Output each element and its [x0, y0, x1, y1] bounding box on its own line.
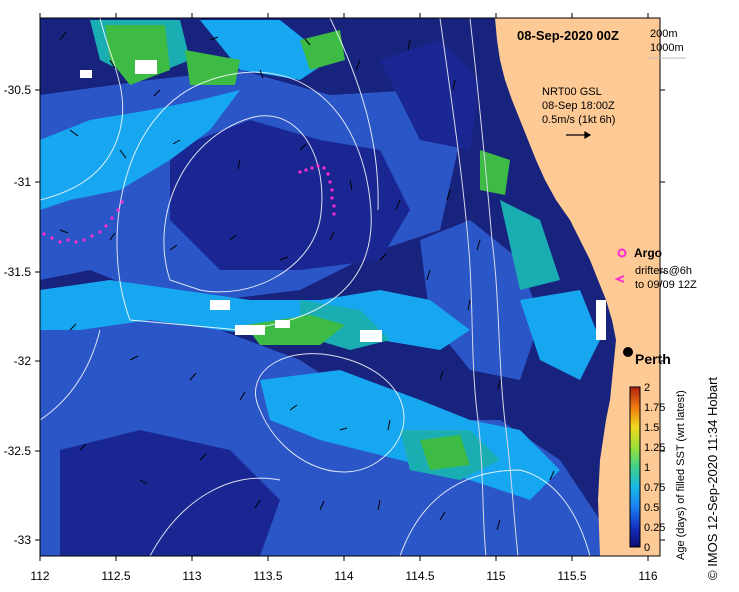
current-scale-arrow: [566, 130, 592, 140]
colorbar-tick-label: 1.75: [644, 402, 665, 414]
colorbar-tick-label: 1: [644, 462, 650, 474]
lat-tick-label: -30.5: [4, 83, 32, 97]
sst-deep-blue-cores: [60, 40, 480, 556]
date-title: 08-Sep-2020 00Z: [517, 28, 619, 43]
australia-land: [495, 18, 660, 556]
lat-tick-label: -31: [14, 175, 32, 189]
lon-tick-label: 115: [486, 569, 505, 583]
colorbar-tick-label: 1.5: [644, 422, 659, 434]
lon-tick-label: 113: [182, 569, 201, 583]
depth-legend-1000m: 1000m: [650, 42, 684, 54]
lon-tick-label: 115.5: [557, 569, 586, 583]
colorbar: [629, 386, 641, 548]
drifters-label: to 09/09 12Z: [635, 279, 697, 291]
colorbar-tick-label: 0: [644, 542, 650, 554]
perth-city-marker: [623, 347, 633, 357]
depth-legend-200m: 200m: [650, 28, 678, 40]
lon-tick-label: 116: [638, 569, 657, 583]
lon-tick-label: 112: [30, 569, 49, 583]
ssh-contours: [40, 18, 591, 556]
current-vectors: [59, 31, 555, 531]
drifters-label: drifters@6h: [635, 265, 692, 277]
argo-marker-icon: [617, 248, 627, 258]
colorbar-tick-label: 0.5: [644, 502, 659, 514]
colorbar-tick-label: 2: [644, 382, 650, 394]
credit-text: © IMOS 12-Sep-2020 11:34 Hobart: [705, 376, 720, 580]
bathymetry-contours: [439, 18, 519, 556]
colorbar-tick-label: 0.75: [644, 482, 665, 494]
colorbar-tick-label: 1.25: [644, 442, 665, 454]
drifter-tracks: [42, 164, 336, 244]
plot-frame: [39, 17, 661, 557]
city-label: Perth: [635, 351, 671, 367]
colorbar-title: Age (days) of filled SST (wrt latest): [675, 390, 687, 560]
lon-tick-label: 112.5: [101, 569, 130, 583]
lon-tick-label: 113.5: [253, 569, 282, 583]
lat-tick-label: -31.5: [4, 265, 32, 279]
axis-ticks: [35, 13, 665, 561]
argo-label: Argo: [634, 246, 662, 260]
lon-tick-label: 114: [334, 569, 353, 583]
lat-tick-label: -32.5: [4, 444, 32, 458]
lon-tick-label: 114.5: [405, 569, 434, 583]
current-legend-line: 0.5m/s (1kt 6h): [542, 114, 615, 126]
current-legend-line: NRT00 GSL: [542, 86, 602, 98]
lat-tick-label: -33: [14, 533, 32, 547]
colorbar-tick-label: 0.25: [644, 522, 665, 534]
lat-tick-label: -32: [14, 354, 32, 368]
drifter-marker-icon: [614, 275, 625, 283]
current-legend-line: 08-Sep 18:00Z: [542, 100, 615, 112]
